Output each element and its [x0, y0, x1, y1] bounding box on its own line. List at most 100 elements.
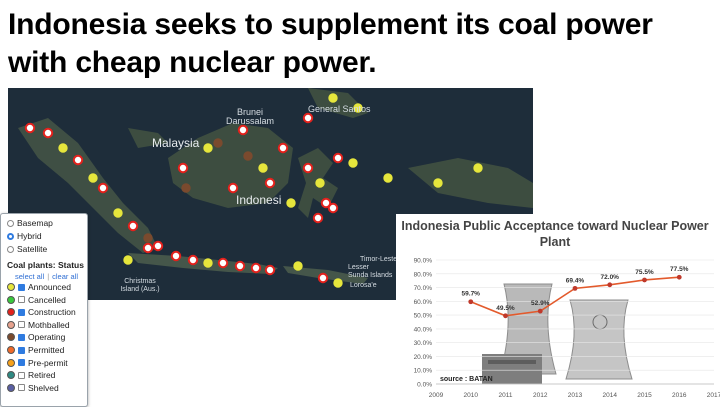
coal-plant-marker[interactable] [72, 154, 84, 166]
status-checkbox[interactable] [18, 359, 25, 367]
coal-plant-marker[interactable] [332, 152, 344, 164]
coal-plant-marker[interactable] [317, 272, 329, 284]
status-checkbox[interactable] [18, 283, 25, 291]
x-tick-label: 2010 [464, 392, 479, 399]
basemap-radio[interactable] [7, 219, 14, 227]
status-label: Construction [28, 307, 76, 318]
coal-plant-marker[interactable] [473, 163, 483, 173]
coal-plant-marker[interactable] [327, 202, 339, 214]
coal-plant-marker[interactable] [312, 212, 324, 224]
coal-plant-marker[interactable] [113, 208, 123, 218]
coal-plant-marker[interactable] [234, 260, 246, 272]
coal-plant-marker[interactable] [213, 138, 223, 148]
coal-plant-marker[interactable] [286, 198, 296, 208]
coal-plant-marker[interactable] [264, 177, 276, 189]
x-tick-label: 2012 [533, 392, 548, 399]
basemap-label: Basemap [17, 218, 53, 228]
coal-plant-marker[interactable] [88, 173, 98, 183]
status-row-announced[interactable]: Announced [7, 281, 71, 293]
coal-plant-marker[interactable] [433, 178, 443, 188]
status-checkbox[interactable] [18, 346, 25, 354]
coal-plant-marker[interactable] [353, 103, 363, 113]
basemap-option-hybrid[interactable]: Hybrid [7, 230, 42, 242]
coal-plant-marker[interactable] [333, 278, 343, 288]
coal-plant-marker[interactable] [42, 127, 54, 139]
status-row-mothballed[interactable]: Mothballed [7, 319, 70, 331]
x-tick-label: 2009 [429, 392, 444, 399]
coal-plant-marker[interactable] [320, 197, 332, 209]
coal-plant-marker[interactable] [293, 261, 303, 271]
status-label: Mothballed [28, 319, 70, 330]
coal-plant-marker[interactable] [24, 122, 36, 134]
status-header: Coal plants: Status [7, 259, 84, 271]
coal-plant-marker[interactable] [383, 173, 393, 183]
y-tick-label: 0.0% [417, 382, 432, 389]
status-checkbox[interactable] [18, 384, 25, 392]
coal-plant-marker[interactable] [58, 143, 68, 153]
coal-plant-marker[interactable] [97, 182, 109, 194]
status-color-dot [7, 333, 15, 342]
coal-plant-marker[interactable] [142, 242, 154, 254]
status-color-dot [7, 283, 15, 291]
coal-plant-marker[interactable] [203, 143, 213, 153]
coal-plant-marker[interactable] [203, 258, 213, 268]
status-checkbox[interactable] [18, 321, 25, 329]
status-checkbox[interactable] [18, 333, 25, 341]
coal-plant-marker[interactable] [243, 151, 253, 161]
y-tick-label: 70.0% [414, 285, 433, 292]
y-tick-label: 10.0% [414, 368, 433, 375]
coal-plant-markers[interactable] [24, 93, 483, 288]
coal-plant-marker[interactable] [227, 182, 239, 194]
data-point [537, 308, 543, 314]
coal-plant-marker[interactable] [217, 257, 229, 269]
y-tick-label: 20.0% [414, 354, 433, 361]
clear-all-link[interactable]: clear all [52, 271, 78, 281]
status-row-pre-permit[interactable]: Pre-permit [7, 357, 68, 369]
basemap-option-satellite[interactable]: Satellite [7, 243, 47, 255]
status-checkbox[interactable] [18, 296, 25, 304]
coal-plant-marker[interactable] [181, 183, 191, 193]
status-row-cancelled[interactable]: Cancelled [7, 294, 66, 306]
status-row-shelved[interactable]: Shelved [7, 382, 59, 394]
coal-plant-marker[interactable] [302, 162, 314, 174]
basemap-option-basemap[interactable]: Basemap [7, 217, 53, 229]
coal-plant-marker[interactable] [143, 233, 153, 243]
coal-plant-marker[interactable] [177, 162, 189, 174]
status-row-retired[interactable]: Retired [7, 369, 55, 381]
status-label: Permitted [28, 345, 65, 355]
satellite-radio[interactable] [7, 245, 14, 253]
coal-plant-marker[interactable] [152, 240, 164, 252]
coal-plant-marker[interactable] [328, 93, 338, 103]
hybrid-radio[interactable] [7, 232, 14, 240]
status-color-dot [7, 383, 15, 392]
status-color-dot [7, 295, 15, 304]
status-label: Cancelled [28, 294, 66, 305]
coal-plant-marker[interactable] [315, 178, 325, 188]
status-checkbox[interactable] [18, 371, 25, 379]
coal-plant-marker[interactable] [123, 255, 133, 265]
status-row-construction[interactable]: Construction [7, 306, 76, 318]
coal-plant-marker[interactable] [258, 163, 268, 173]
slide-title: Indonesia seeks to supplement its coal p… [8, 8, 653, 79]
status-checkbox[interactable] [18, 308, 25, 316]
coal-plant-marker[interactable] [170, 250, 182, 262]
coal-plant-marker[interactable] [302, 112, 314, 124]
map-label-christmas-island: Christmas Island (Aus.) [120, 278, 160, 293]
coal-plant-map[interactable]: Brunei Darussalam Malaysia General Santo… [8, 88, 533, 300]
coal-plant-marker[interactable] [348, 158, 358, 168]
coal-plant-marker[interactable] [127, 220, 139, 232]
x-tick-label: 2013 [568, 392, 583, 399]
select-all-link[interactable]: select all [15, 271, 45, 281]
coal-plant-marker[interactable] [187, 254, 199, 266]
y-tick-label: 90.0% [414, 258, 433, 265]
status-row-operating[interactable]: Operating [7, 331, 65, 343]
coal-plant-marker[interactable] [264, 264, 276, 276]
map-canvas[interactable] [8, 88, 533, 300]
coal-plant-marker[interactable] [277, 142, 289, 154]
coal-plant-marker[interactable] [250, 262, 262, 274]
coal-plant-marker[interactable] [237, 124, 249, 136]
data-point [503, 313, 508, 319]
status-row-permitted[interactable]: Permitted [7, 344, 64, 356]
x-tick-label: 2017 [707, 392, 720, 399]
y-tick-label: 60.0% [414, 299, 433, 306]
